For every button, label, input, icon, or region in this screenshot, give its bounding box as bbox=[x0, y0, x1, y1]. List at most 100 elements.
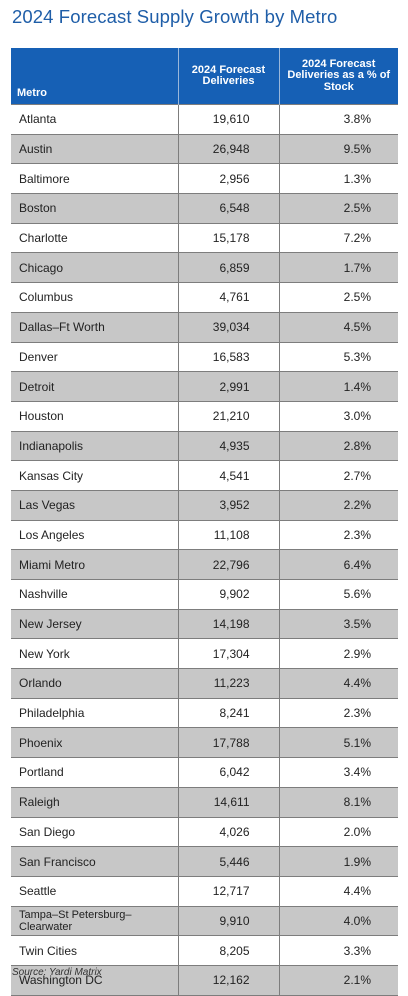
pct-stock-cell: 9.5% bbox=[279, 133, 398, 164]
deliveries-cell: 6,859 bbox=[178, 252, 280, 283]
table-row: Boston 6,548 2.5% bbox=[11, 193, 398, 224]
metro-cell: Las Vegas bbox=[11, 489, 179, 521]
table-row: Dallas–Ft Worth 39,034 4.5% bbox=[11, 311, 398, 342]
table-row: Baltimore 2,956 1.3% bbox=[11, 163, 398, 194]
deliveries-cell: 5,446 bbox=[178, 846, 280, 877]
deliveries-cell: 6,042 bbox=[178, 757, 280, 788]
deliveries-cell: 6,548 bbox=[178, 193, 280, 224]
metro-cell: New Jersey bbox=[11, 608, 179, 639]
table-row: Miami Metro 22,796 6.4% bbox=[11, 549, 398, 580]
table-row: Portland 6,042 3.4% bbox=[11, 757, 398, 788]
table-row: New York 17,304 2.9% bbox=[11, 638, 398, 669]
metro-cell: Orlando bbox=[11, 668, 179, 699]
deliveries-cell: 11,108 bbox=[178, 519, 280, 550]
pct-stock-cell: 2.8% bbox=[279, 430, 398, 461]
metro-cell: Tampa–St Petersburg–Clearwater bbox=[11, 905, 179, 936]
supply-growth-table: Metro 2024 Forecast Deliveries 2024 Fore… bbox=[11, 48, 398, 996]
pct-stock-cell: 1.4% bbox=[279, 371, 398, 402]
pct-stock-cell: 6.4% bbox=[279, 549, 398, 580]
pct-stock-cell: 3.4% bbox=[279, 757, 398, 788]
metro-cell: Detroit bbox=[11, 371, 179, 402]
pct-stock-cell: 3.0% bbox=[279, 400, 398, 432]
pct-stock-cell: 7.2% bbox=[279, 222, 398, 253]
pct-stock-cell: 1.9% bbox=[279, 846, 398, 877]
table-row: Raleigh 14,611 8.1% bbox=[11, 786, 398, 817]
pct-stock-cell: 2.3% bbox=[279, 519, 398, 550]
metro-cell: San Diego bbox=[11, 816, 179, 847]
table-row: Philadelphia 8,241 2.3% bbox=[11, 697, 398, 728]
table-row: Indianapolis 4,935 2.8% bbox=[11, 430, 398, 461]
pct-stock-cell: 2.2% bbox=[279, 489, 398, 521]
deliveries-cell: 17,788 bbox=[178, 727, 280, 758]
pct-stock-cell: 4.4% bbox=[279, 668, 398, 699]
table-row: Denver 16,583 5.3% bbox=[11, 341, 398, 372]
metro-cell: Phoenix bbox=[11, 727, 179, 758]
deliveries-cell: 12,717 bbox=[178, 875, 280, 907]
table-row: Atlanta 19,610 3.8% bbox=[11, 104, 398, 135]
metro-cell: Seattle bbox=[11, 875, 179, 907]
pct-stock-cell: 4.0% bbox=[279, 905, 398, 936]
metro-cell: Chicago bbox=[11, 252, 179, 283]
table-row: Chicago 6,859 1.7% bbox=[11, 252, 398, 283]
table-row: San Francisco 5,446 1.9% bbox=[11, 846, 398, 877]
pct-stock-cell: 2.5% bbox=[279, 282, 398, 313]
table-header: Metro 2024 Forecast Deliveries 2024 Fore… bbox=[11, 48, 398, 105]
deliveries-cell: 3,952 bbox=[178, 489, 280, 521]
deliveries-cell: 17,304 bbox=[178, 638, 280, 669]
table-row: Charlotte 15,178 7.2% bbox=[11, 222, 398, 253]
metro-cell: Nashville bbox=[11, 579, 179, 610]
metro-cell: Miami Metro bbox=[11, 549, 179, 580]
deliveries-cell: 9,902 bbox=[178, 579, 280, 610]
table-row: Austin 26,948 9.5% bbox=[11, 133, 398, 164]
pct-stock-cell: 8.1% bbox=[279, 786, 398, 817]
metro-cell: Raleigh bbox=[11, 786, 179, 817]
table-row: San Diego 4,026 2.0% bbox=[11, 816, 398, 847]
table-body: Atlanta 19,610 3.8% Austin 26,948 9.5% Baltimo… bbox=[11, 104, 398, 996]
metro-cell: Denver bbox=[11, 341, 179, 372]
metro-cell: Indianapolis bbox=[11, 430, 179, 461]
metro-cell: Los Angeles bbox=[11, 519, 179, 550]
deliveries-cell: 11,223 bbox=[178, 668, 280, 699]
deliveries-cell: 39,034 bbox=[178, 311, 280, 342]
table-row: Twin Cities 8,205 3.3% bbox=[11, 935, 398, 966]
header-row: Metro 2024 Forecast Deliveries 2024 Fore… bbox=[11, 48, 398, 105]
pct-stock-cell: 2.7% bbox=[279, 460, 398, 491]
pct-stock-cell: 2.1% bbox=[279, 964, 398, 996]
table-row: Tampa–St Petersburg–Clearwater 9,910 4.0% bbox=[11, 905, 398, 936]
table-row: Detroit 2,991 1.4% bbox=[11, 371, 398, 402]
deliveries-cell: 4,026 bbox=[178, 816, 280, 847]
metro-cell: Boston bbox=[11, 193, 179, 224]
metro-cell: Baltimore bbox=[11, 163, 179, 194]
metro-cell: Portland bbox=[11, 757, 179, 788]
metro-cell: Columbus bbox=[11, 282, 179, 313]
table-row: Orlando 11,223 4.4% bbox=[11, 668, 398, 699]
table-row: Los Angeles 11,108 2.3% bbox=[11, 519, 398, 550]
deliveries-cell: 21,210 bbox=[178, 400, 280, 432]
table-row: Nashville 9,902 5.6% bbox=[11, 579, 398, 610]
deliveries-cell: 8,205 bbox=[178, 935, 280, 966]
deliveries-cell: 26,948 bbox=[178, 133, 280, 164]
table-row: New Jersey 14,198 3.5% bbox=[11, 608, 398, 639]
metro-cell: Dallas–Ft Worth bbox=[11, 311, 179, 342]
pct-stock-cell: 5.3% bbox=[279, 341, 398, 372]
deliveries-cell: 14,611 bbox=[178, 786, 280, 817]
deliveries-cell: 4,541 bbox=[178, 460, 280, 491]
source-note: Source: Yardi Matrix bbox=[12, 967, 102, 978]
table-row: Seattle 12,717 4.4% bbox=[11, 875, 398, 907]
pct-stock-cell: 2.3% bbox=[279, 697, 398, 728]
pct-stock-cell: 1.7% bbox=[279, 252, 398, 283]
deliveries-cell: 9,910 bbox=[178, 905, 280, 936]
deliveries-cell: 15,178 bbox=[178, 222, 280, 253]
page-title: 2024 Forecast Supply Growth by Metro bbox=[12, 6, 338, 27]
header-pct-stock: 2024 Forecast Deliveries as a % of Stock bbox=[279, 48, 398, 105]
header-deliveries: 2024 Forecast Deliveries bbox=[178, 48, 280, 105]
deliveries-cell: 4,935 bbox=[178, 430, 280, 461]
deliveries-cell: 14,198 bbox=[178, 608, 280, 639]
deliveries-cell: 12,162 bbox=[178, 964, 280, 996]
table-row: Las Vegas 3,952 2.2% bbox=[11, 489, 398, 521]
pct-stock-cell: 4.4% bbox=[279, 875, 398, 907]
deliveries-cell: 19,610 bbox=[178, 104, 280, 135]
deliveries-cell: 8,241 bbox=[178, 697, 280, 728]
pct-stock-cell: 1.3% bbox=[279, 163, 398, 194]
pct-stock-cell: 3.3% bbox=[279, 935, 398, 966]
